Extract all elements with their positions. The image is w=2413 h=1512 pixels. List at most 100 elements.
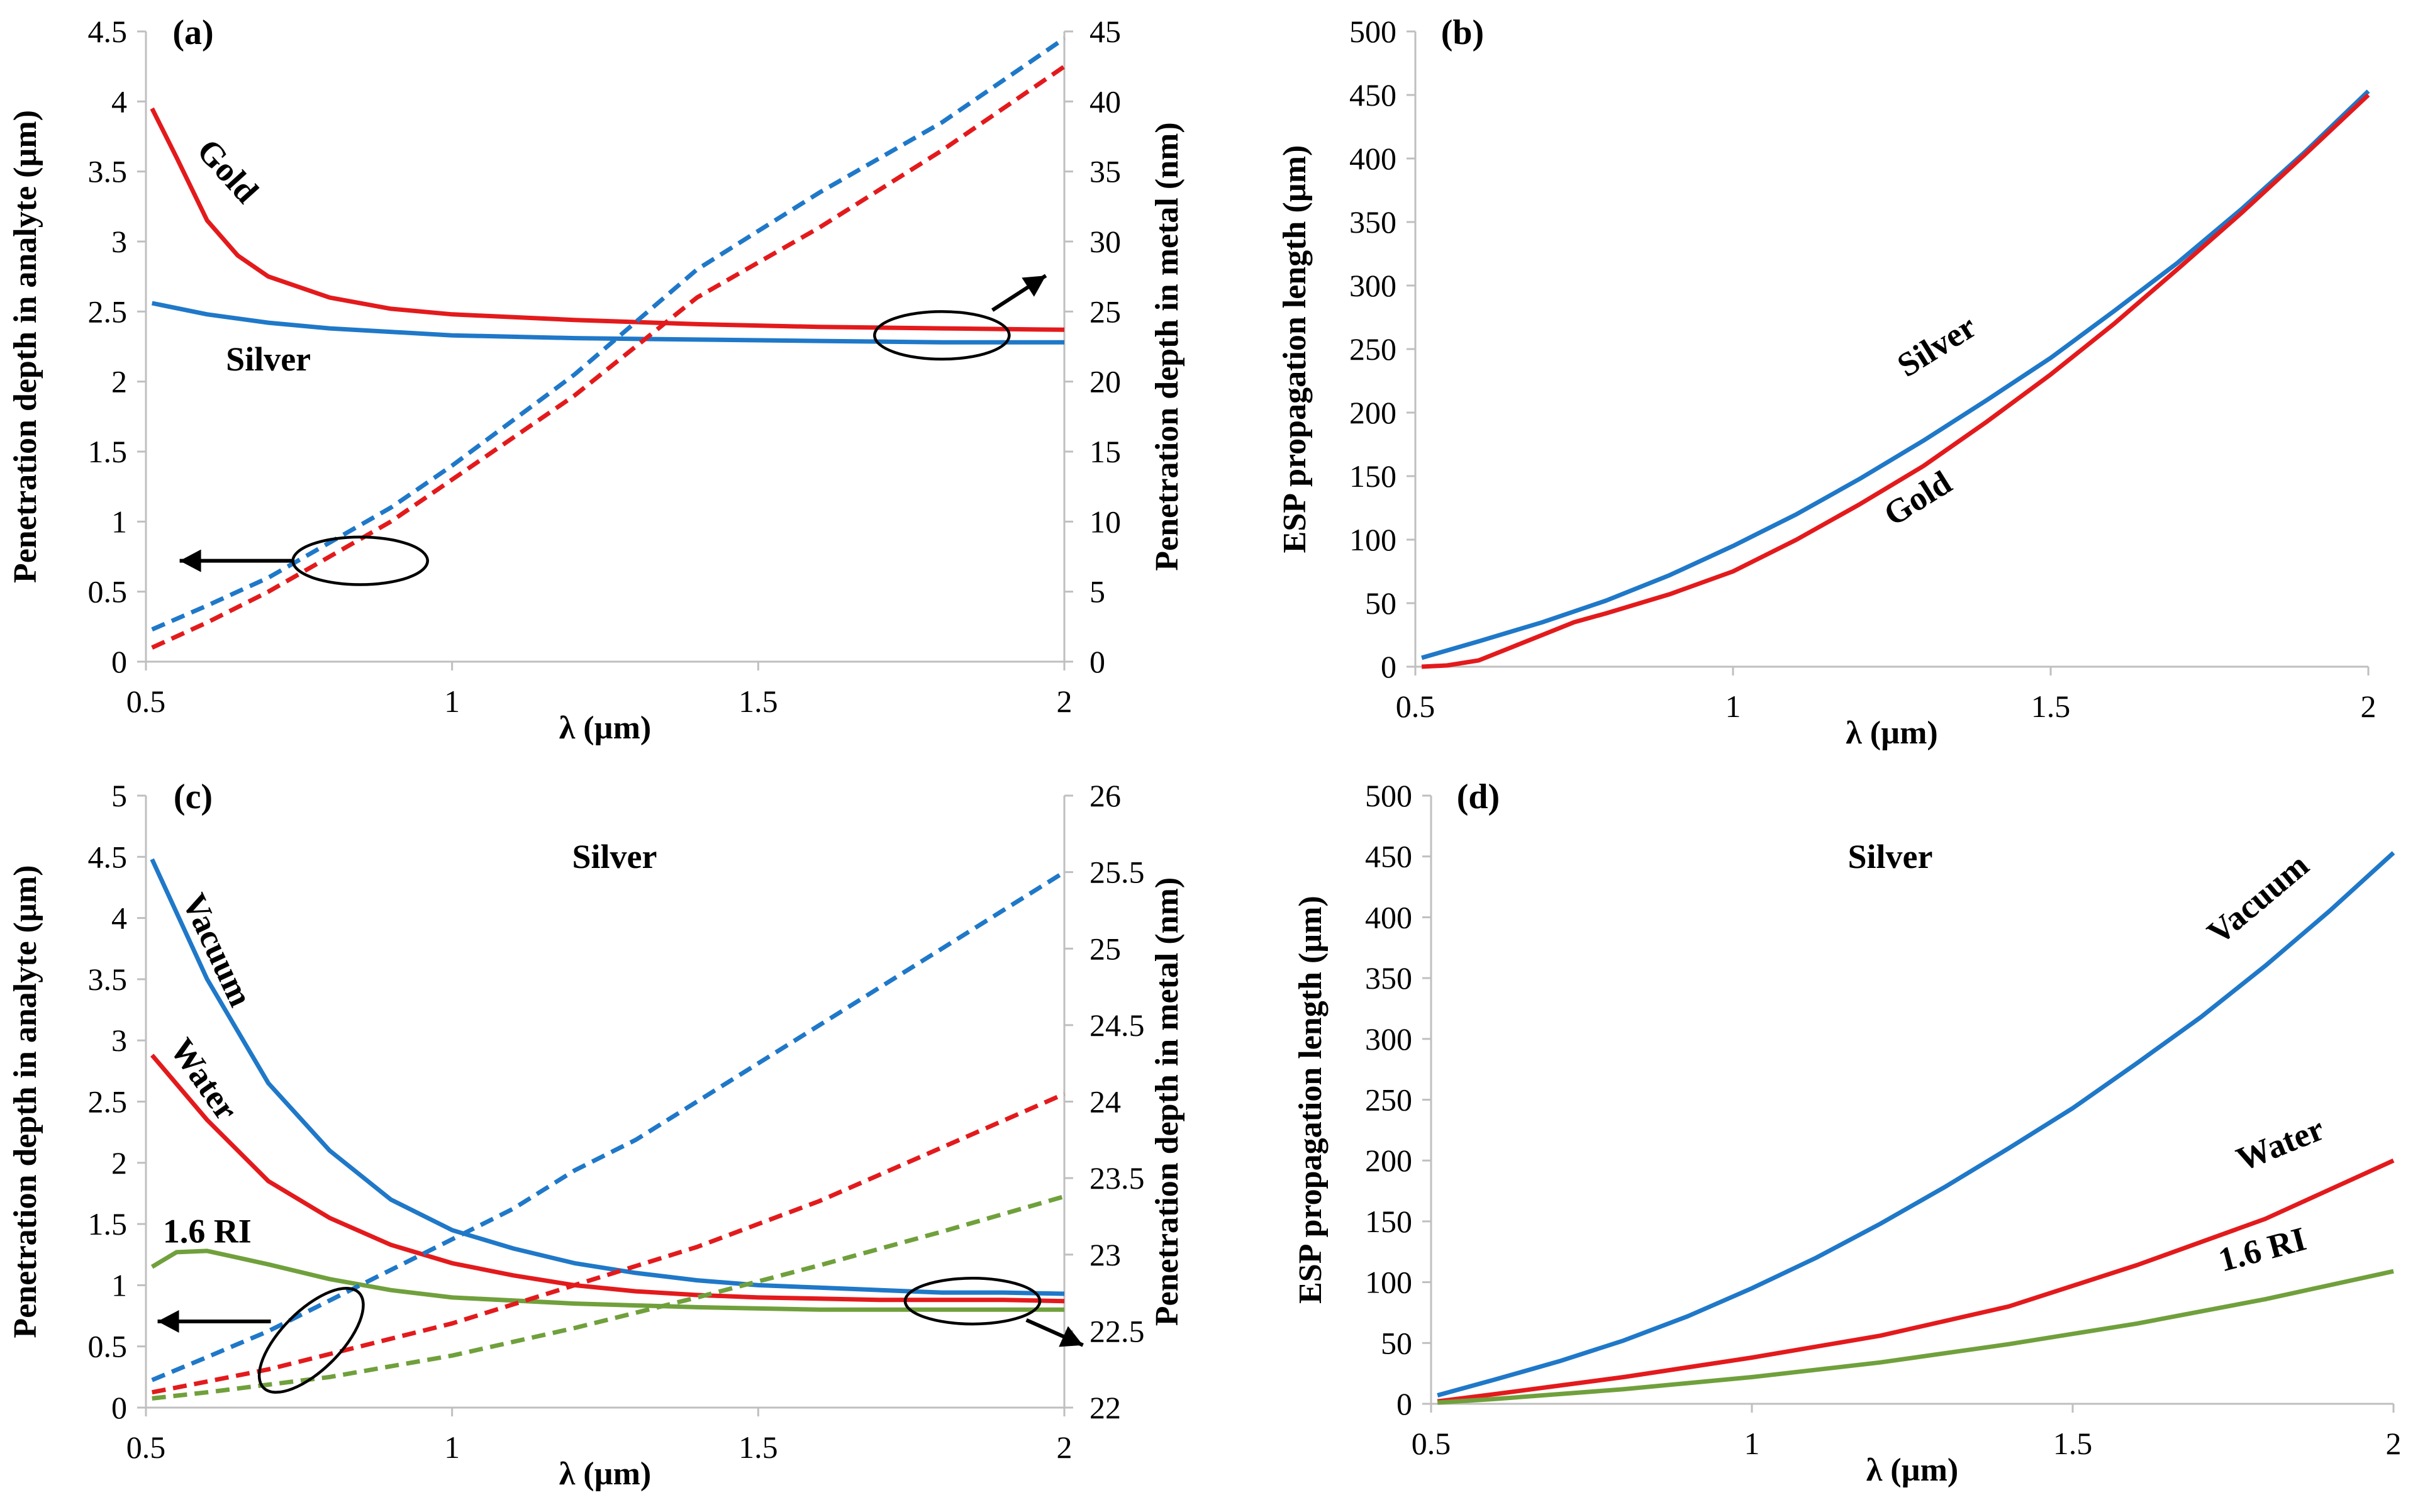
axis-indicator-ellipse <box>903 1277 1042 1326</box>
series-label: 1.6 RI <box>163 1212 252 1250</box>
series-label: Vacuum <box>175 888 260 1013</box>
y-tick-label: 0 <box>1396 1386 1412 1421</box>
y-tick-label: 300 <box>1349 268 1396 303</box>
y-tick-label: 100 <box>1365 1265 1412 1300</box>
y-tick-label: 250 <box>1365 1082 1412 1118</box>
series-label: Gold <box>190 131 266 210</box>
y-tick-label: 3.5 <box>88 154 128 189</box>
panel-d-chart: 0 50 100 150 200 250 300 350 400 450 500 0.5 1 1.5 2 λ … <box>1293 777 2402 1488</box>
series-line-vacuum <box>150 858 1065 1296</box>
y2-tick-label: 24 <box>1089 1084 1121 1120</box>
panel-title: Silver <box>572 838 657 876</box>
y2-axis-label: Penetration depth in metal (nm) <box>1149 122 1185 570</box>
y-tick-label: 4.5 <box>88 839 128 874</box>
x-tick-label: 1.5 <box>738 1430 778 1465</box>
series-label: 1.6 RI <box>2214 1220 2310 1279</box>
y-tick-label: 50 <box>1381 1325 1412 1360</box>
y2-tick-label: 30 <box>1089 224 1121 259</box>
arrowhead-icon <box>1059 1326 1083 1347</box>
y-tick-label: 3.5 <box>88 962 128 997</box>
y-tick-label: 4.5 <box>88 14 128 49</box>
x-tick-label: 2 <box>2386 1426 2402 1461</box>
y-tick-label: 150 <box>1365 1204 1412 1239</box>
series-line-1-6-ri <box>150 1248 1064 1312</box>
x-tick-label: 1 <box>1725 689 1741 724</box>
series-line-silver <box>152 301 1064 345</box>
panel-label: (b) <box>1441 13 1484 52</box>
x-tick-label: 1 <box>444 1430 460 1465</box>
axis-indicator-ellipse <box>873 310 1011 361</box>
arrowhead-icon <box>1022 275 1046 297</box>
x-axis-label: λ (µm) <box>559 1456 651 1492</box>
y2-tick-label: 10 <box>1089 504 1121 539</box>
series-line-vacuum-metal <box>151 870 1066 1382</box>
y-tick-label: 250 <box>1349 331 1396 367</box>
x-axis-label: λ (µm) <box>559 710 651 746</box>
y2-tick-label: 40 <box>1089 84 1121 119</box>
series-line-silver <box>1421 89 2370 660</box>
arrowhead-icon <box>179 549 201 572</box>
series-label: Silver <box>226 340 311 378</box>
panel-a-chart: 0 0.5 1 1.5 2 2.5 3 3.5 4 4.5 0 5 10 15 20 25 30 35 40 45 0.… <box>8 13 1185 746</box>
x-tick-label: 1.5 <box>738 684 778 719</box>
y-tick-label: 1 <box>111 1267 127 1303</box>
x-tick-label: 2 <box>2361 689 2377 724</box>
x-tick-label: 2 <box>1057 684 1073 719</box>
series-line-vacuum <box>1437 851 2395 1398</box>
panel-c-chart: 00.511.522.533.544.552222.52323.52424.52… <box>8 777 1185 1492</box>
y-tick-label: 450 <box>1349 77 1396 113</box>
y-tick-label: 0.5 <box>88 1329 128 1364</box>
y-tick-label: 450 <box>1365 839 1412 874</box>
axis-indicator-ellipse <box>291 535 429 586</box>
y-tick-label: 2 <box>111 1145 127 1181</box>
y-tick-label: 2 <box>111 364 127 399</box>
x-tick-label: 1 <box>444 684 460 719</box>
y-tick-label: 200 <box>1365 1143 1412 1178</box>
series-line-water <box>1437 1159 2395 1404</box>
x-tick-label: 1 <box>1744 1426 1760 1461</box>
panel-title: Silver <box>1848 838 1933 876</box>
y2-tick-label: 23 <box>1089 1237 1121 1272</box>
y2-tick-label: 22.5 <box>1089 1313 1145 1348</box>
y-tick-label: 500 <box>1365 778 1412 813</box>
y-tick-label: 5 <box>111 778 127 813</box>
series-label: Silver <box>1891 308 1983 384</box>
y-tick-label: 200 <box>1349 395 1396 430</box>
y-tick-label: 400 <box>1365 899 1412 935</box>
y-axis-label: Penetration depth in analyte (µm) <box>8 865 43 1338</box>
y-tick-label: 150 <box>1349 459 1396 494</box>
y-tick-label: 1.5 <box>88 434 128 469</box>
series-line-gold <box>150 107 1065 332</box>
y2-tick-label: 23.5 <box>1089 1160 1145 1196</box>
panel-label: (c) <box>174 777 213 816</box>
y2-tick-label: 20 <box>1089 364 1121 399</box>
y-tick-label: 2.5 <box>88 1084 128 1120</box>
y-tick-label: 100 <box>1349 522 1396 557</box>
x-tick-label: 2 <box>1057 1430 1073 1465</box>
y2-tick-label: 0 <box>1089 644 1105 679</box>
y-tick-label: 3 <box>111 1023 127 1058</box>
y-axis-label: ESP propagation length (µm) <box>1293 896 1329 1304</box>
y-tick-label: 1 <box>111 504 127 539</box>
series-line-water <box>150 1053 1065 1304</box>
y2-tick-label: 24.5 <box>1089 1008 1145 1043</box>
series-label: Water <box>2231 1109 2329 1179</box>
y-tick-label: 350 <box>1365 960 1412 996</box>
y2-tick-label: 25.5 <box>1089 855 1145 890</box>
y-tick-label: 3 <box>111 224 127 259</box>
y2-tick-label: 22 <box>1089 1390 1121 1425</box>
axis-indicator-ellipse <box>257 1287 365 1394</box>
x-tick-label: 1.5 <box>2031 689 2071 724</box>
y-tick-label: 0 <box>111 1390 127 1425</box>
panel-label: (d) <box>1457 777 1500 816</box>
arrowhead-icon <box>157 1309 179 1333</box>
x-tick-label: 0.5 <box>1396 689 1435 724</box>
y-tick-label: 0 <box>1381 649 1396 684</box>
y-axis-label: Penetration depth in analyte (µm) <box>8 110 43 583</box>
y2-tick-label: 25 <box>1089 931 1121 966</box>
y-tick-label: 0 <box>111 644 127 679</box>
y-tick-label: 50 <box>1365 586 1396 621</box>
y-axis-label: ESP propagation length (µm) <box>1277 145 1313 553</box>
x-tick-label: 0.5 <box>1412 1426 1451 1461</box>
